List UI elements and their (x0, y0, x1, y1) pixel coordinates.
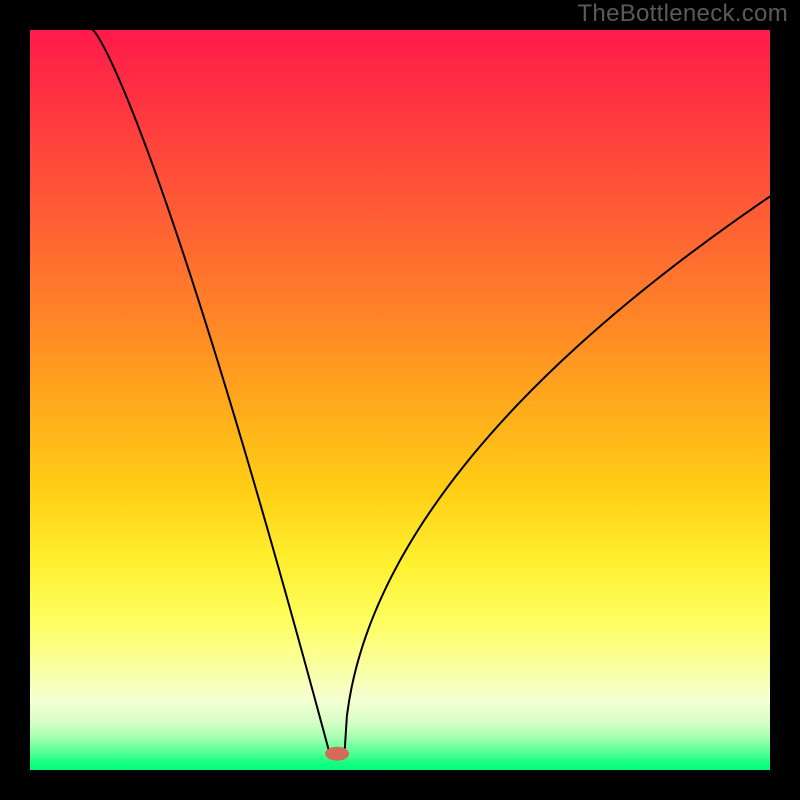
optimal-point-marker (325, 747, 349, 761)
chart-container: TheBottleneck.com (0, 0, 800, 800)
gradient-background (30, 30, 770, 770)
bottleneck-chart (0, 0, 800, 800)
watermark-text: TheBottleneck.com (577, 0, 788, 28)
